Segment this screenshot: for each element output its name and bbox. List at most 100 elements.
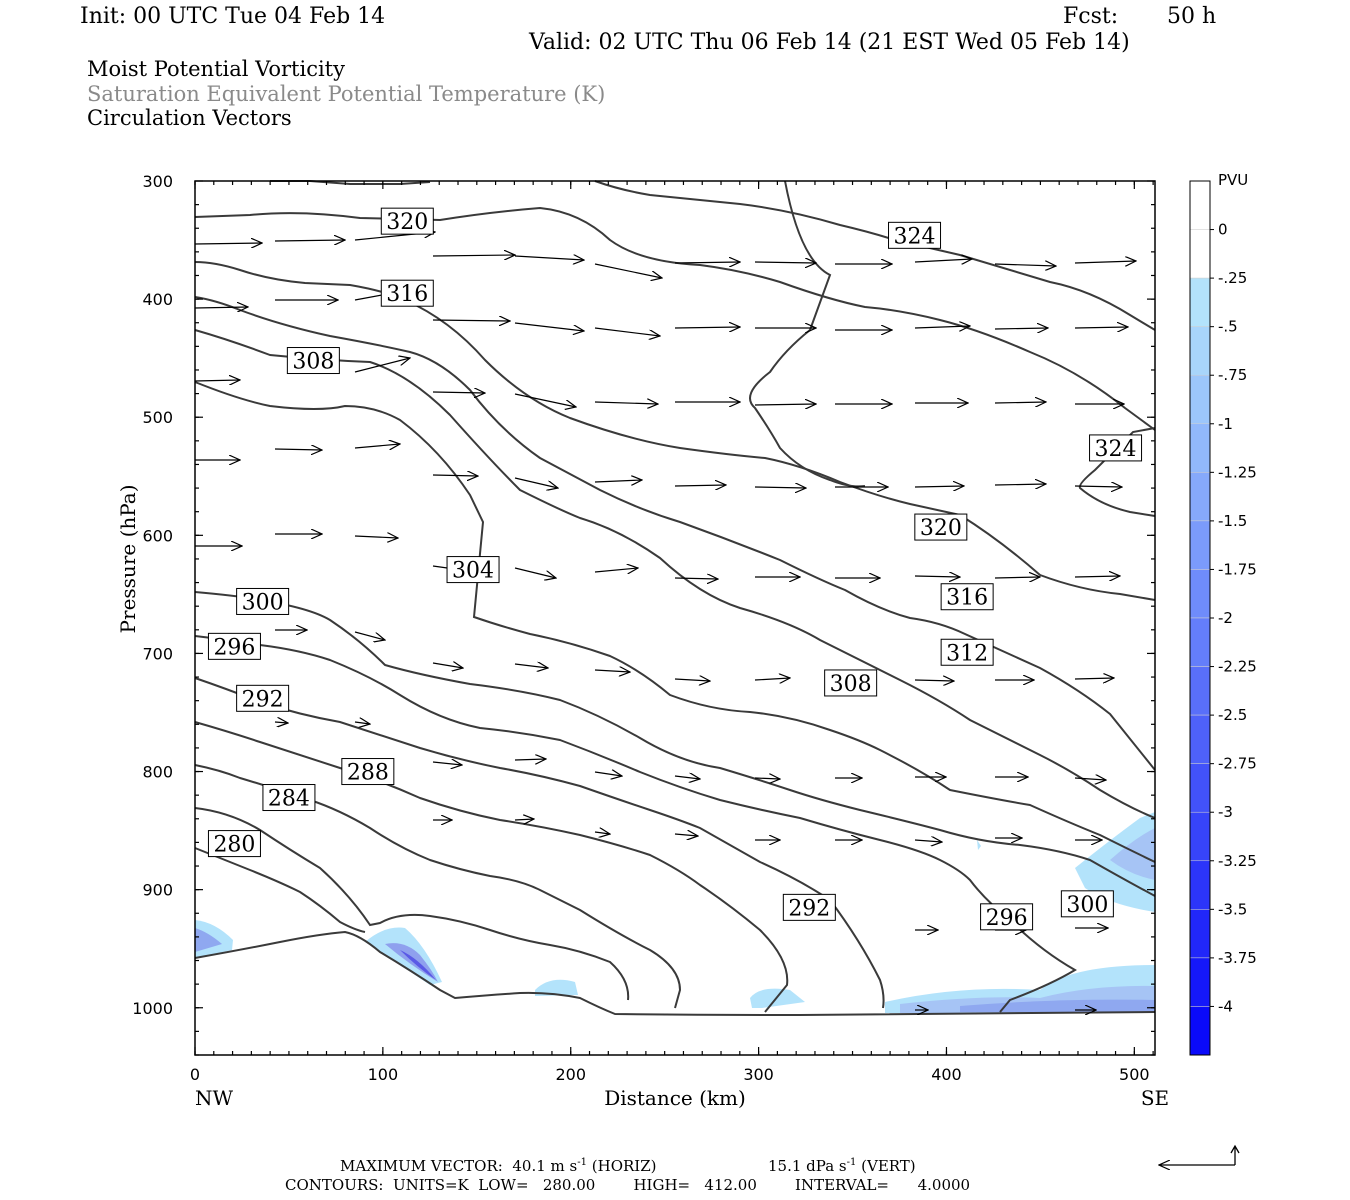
max-vector-note: MAXIMUM VECTOR: 40.1 m s-1 (HORIZ) (340, 1157, 657, 1175)
contour-label: 312 (940, 638, 994, 666)
contour-label-box (262, 784, 316, 812)
vert-vector-text: 15.1 dPa s (768, 1157, 847, 1175)
colorbar-cell (1189, 374, 1211, 425)
colorbar-cell (1189, 860, 1211, 910)
vert-vector-note: 15.1 dPa s-1 (VERT) (768, 1157, 916, 1175)
contour-label-box (1089, 434, 1143, 462)
colorbar-cell (1189, 326, 1211, 376)
colorbar-label: -3 (1218, 803, 1233, 821)
y-tick-label: 500 (142, 408, 173, 427)
colorbar-cell (1189, 569, 1211, 619)
contour-label-box (782, 893, 836, 921)
contour-label-box (1060, 890, 1114, 918)
title-vectors: Circulation Vectors (87, 106, 292, 130)
contour-label: 292 (782, 893, 836, 921)
y-tick-label: 700 (142, 644, 173, 663)
x-tick-label: 400 (931, 1065, 962, 1084)
colorbar-cell (1189, 957, 1211, 1007)
colorbar-cell (1189, 472, 1211, 522)
contour-label-text: 316 (386, 282, 428, 307)
contour-label: 288 (341, 758, 395, 786)
colorbar-label: -3.75 (1218, 949, 1257, 967)
contour-label: 320 (914, 513, 968, 541)
contour-label-box (914, 513, 968, 541)
contour-label-text: 292 (788, 896, 830, 921)
contour-label-box (446, 556, 500, 584)
contour-label: 280 (207, 830, 261, 858)
x-tick-label: 200 (555, 1065, 586, 1084)
colorbar-cell (1189, 1006, 1211, 1056)
contour-label-text: 312 (946, 641, 988, 666)
contour-label-box (236, 587, 290, 615)
contour-label-text: 316 (946, 586, 988, 611)
contour-label-text: 280 (213, 833, 255, 858)
nw-label: NW (195, 1086, 234, 1110)
colorbar-cell (1189, 229, 1211, 279)
contour-label-box (824, 669, 878, 697)
colorbar-cell (1189, 909, 1211, 959)
colorbar-label: -1.75 (1218, 560, 1257, 578)
y-tick-label: 600 (142, 526, 173, 545)
contour-label-box (940, 583, 994, 611)
circulation-vectors (194, 232, 1136, 1010)
contour-label-box (236, 684, 290, 712)
contour-label-text: 296 (213, 635, 255, 660)
x-tick-label: 500 (1119, 1065, 1150, 1084)
colorbar-label: -.25 (1218, 269, 1247, 287)
contour-label-text: 288 (347, 761, 389, 786)
contour-label-box (380, 279, 434, 307)
contour-label-box (207, 632, 261, 660)
contour-label-text: 292 (242, 687, 284, 712)
x-tick-label: 100 (368, 1065, 399, 1084)
theta-es-contours (194, 180, 1156, 1017)
contour-label-text: 324 (894, 224, 936, 249)
colorbar-cell (1189, 714, 1211, 764)
y-tick-label: 800 (142, 763, 173, 782)
colorbar-label: -4 (1218, 997, 1233, 1015)
contour-label: 292 (236, 684, 290, 712)
colorbar-label: -3.25 (1218, 852, 1257, 870)
x-tick-label: 300 (743, 1065, 774, 1084)
colorbar-label: -.75 (1218, 366, 1247, 384)
vert-exponent: -1 (846, 1157, 857, 1168)
contour-label: 308 (824, 669, 878, 697)
contour-label: 320 (380, 207, 434, 235)
contour-label: 316 (380, 279, 434, 307)
valid-time: Valid: 02 UTC Thu 06 Feb 14 (21 EST Wed … (529, 30, 1130, 55)
forecast-label: Fcst: (1063, 4, 1119, 29)
x-tick-label: 0 (190, 1065, 200, 1084)
colorbar: PVU 0 -.25 -.5 -.75 -1 -1.25 -1.5 -1.75 -2 -2.25 -2… (1189, 171, 1257, 1056)
contour-label-text: 324 (1095, 437, 1137, 462)
init-time: Init: 00 UTC Tue 04 Feb 14 (80, 4, 386, 29)
y-tick-label: 300 (142, 172, 173, 191)
colorbar-cell (1189, 763, 1211, 813)
colorbar-label: -2.75 (1218, 755, 1257, 773)
x-axis-label: Distance (km) (604, 1086, 746, 1110)
y-tick-label: 400 (142, 290, 173, 309)
contour-label-text: 296 (986, 906, 1028, 931)
colorbar-label: -1 (1218, 415, 1233, 433)
horiz-exponent: -1 (577, 1157, 587, 1168)
colorbar-cell (1189, 423, 1211, 473)
colorbar-label: -1.25 (1218, 463, 1257, 481)
contour-label: 300 (1060, 890, 1114, 918)
contour-label-text: 284 (268, 787, 310, 812)
contour-label-box (940, 638, 994, 666)
contour-label: 324 (1089, 434, 1143, 462)
y-tick-label: 1000 (132, 999, 173, 1018)
contour-label: 308 (286, 347, 340, 375)
contour-label: 324 (888, 221, 942, 249)
contour-label-text: 300 (242, 590, 284, 615)
colorbar-cell (1189, 520, 1211, 570)
contour-label: 304 (446, 556, 500, 584)
contour-label-box (888, 221, 942, 249)
contour-label: 296 (980, 903, 1034, 931)
y-axis-label: Pressure (hPa) (116, 484, 140, 633)
contour-label-box (286, 347, 340, 375)
contour-label-box (207, 830, 261, 858)
max-vector-text: MAXIMUM VECTOR: 40.1 m s (340, 1157, 578, 1175)
colorbar-label: -.5 (1218, 318, 1238, 336)
reference-vector (1159, 1144, 1240, 1165)
contour-label-text: 300 (1066, 893, 1108, 918)
